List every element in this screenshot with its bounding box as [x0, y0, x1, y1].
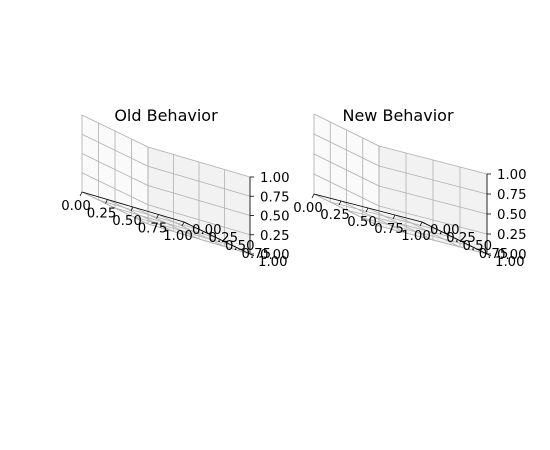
y-tick-label: 0.50	[225, 239, 255, 254]
x-tick-label: 0.50	[347, 215, 377, 230]
y-tick	[233, 245, 238, 249]
y-tick-label: 1.00	[495, 255, 525, 270]
z-tick-label: 1.00	[260, 171, 290, 186]
x-tick-label: 0.50	[112, 214, 142, 229]
z-tick-label: 0.75	[260, 190, 290, 205]
y-tick-label: 0.50	[463, 239, 493, 254]
y-tick-label: 0.00	[430, 223, 460, 238]
grid-line	[394, 214, 461, 248]
z-tick-label: 0.00	[260, 248, 290, 263]
x-tick	[392, 214, 396, 220]
y-tick-label: 1.00	[258, 255, 288, 270]
grid-line	[81, 114, 149, 148]
x-tick	[79, 191, 83, 197]
y-tick	[438, 229, 443, 233]
x-tick	[156, 214, 159, 219]
y-tick	[470, 245, 475, 249]
grid-line	[378, 165, 488, 195]
y-tick-label: 0.25	[209, 231, 239, 246]
y-tick	[454, 237, 459, 241]
y-tick	[200, 229, 205, 233]
grid-line	[378, 145, 488, 175]
y-tick	[421, 221, 427, 225]
x-tick	[338, 200, 342, 206]
grid-line	[147, 185, 251, 216]
grid-line	[378, 185, 488, 215]
grid-line	[313, 153, 380, 187]
x-tick-label: 0.75	[374, 222, 404, 237]
y-tick	[216, 237, 222, 241]
x-tick	[311, 193, 315, 199]
x-tick-label: 1.00	[163, 229, 193, 244]
z-tick-label: 0.25	[260, 229, 290, 244]
y-tick-label: 0.00	[192, 223, 222, 238]
x-tick-label: 0.75	[138, 222, 168, 237]
z-tick-label: 0.75	[497, 188, 527, 203]
z-tick-label: 0.50	[497, 208, 527, 223]
grid-line	[313, 113, 380, 147]
y-tick	[183, 221, 189, 225]
chart-title: New Behavior	[342, 106, 453, 125]
grid-line	[81, 133, 149, 167]
axes-1: 0.000.250.500.751.00 0.000.250.500.751.00…	[61, 106, 289, 270]
z-tick-label: 0.25	[497, 228, 527, 243]
grid-line	[362, 217, 471, 247]
x-tick-label: 0.00	[61, 199, 91, 214]
x-tick	[130, 206, 134, 212]
z-tick-label: 0.00	[497, 248, 527, 263]
grid-line	[147, 146, 251, 178]
grid-line	[81, 153, 149, 186]
x-tick-label: 1.00	[401, 229, 431, 244]
z-tick-label: 0.50	[260, 210, 290, 225]
grid-line	[313, 133, 380, 167]
x-tick-label: 0.00	[293, 201, 323, 216]
chart-title: Old Behavior	[114, 106, 218, 125]
y-tick-label: 0.25	[446, 231, 476, 246]
axes-2: 0.000.250.500.751.00 0.000.250.500.751.00…	[293, 106, 526, 270]
y-tick-label: 0.75	[479, 247, 509, 262]
grid-line	[131, 215, 234, 247]
x-tick	[419, 221, 423, 227]
x-tick-label: 0.25	[87, 207, 117, 222]
x-tick	[181, 221, 185, 227]
x-tick	[105, 199, 108, 204]
grid-line	[147, 223, 251, 255]
x-tick-label: 0.25	[320, 208, 350, 223]
y-tick-label: 0.75	[242, 247, 272, 262]
grid-line	[346, 209, 455, 239]
z-tick-label: 1.00	[497, 168, 527, 183]
grid-line	[158, 214, 225, 247]
grid-line	[114, 207, 218, 239]
x-tick	[365, 207, 369, 213]
grid-line	[147, 165, 251, 197]
grid-line	[378, 225, 488, 255]
